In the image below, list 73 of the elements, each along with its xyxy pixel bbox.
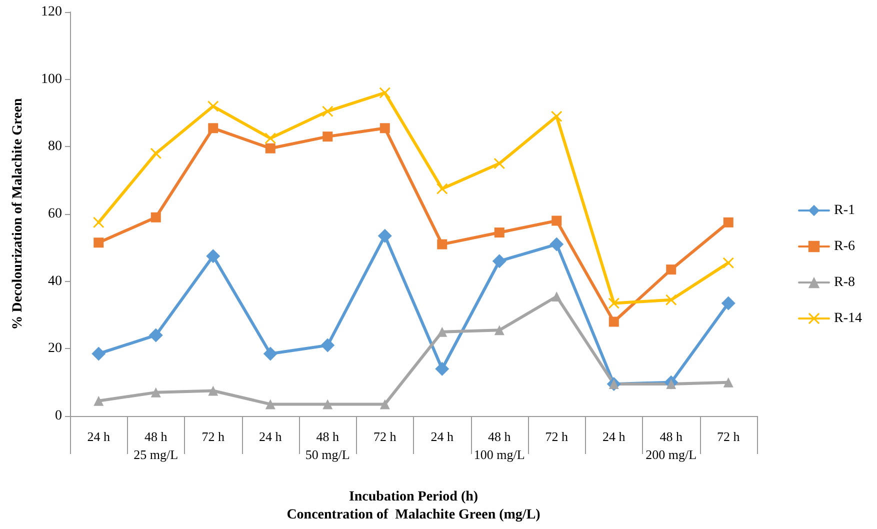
point bbox=[608, 298, 620, 309]
point bbox=[380, 399, 390, 410]
legend-label: R-14 bbox=[834, 311, 862, 326]
text: 100 mg/L bbox=[474, 447, 525, 462]
x-tick-label: 24 h bbox=[602, 429, 626, 444]
y-tick-label: 0 bbox=[55, 408, 62, 424]
point bbox=[378, 228, 392, 243]
x-tick-label: 72 h bbox=[374, 429, 397, 444]
y-tick-label: 60 bbox=[48, 206, 62, 222]
point bbox=[148, 328, 163, 342]
point bbox=[150, 212, 161, 222]
x-tick-label: 72 h bbox=[545, 429, 568, 444]
point bbox=[208, 123, 218, 134]
x-tick-label: 24 h bbox=[87, 429, 110, 444]
point bbox=[208, 100, 219, 112]
x-tick-label: 72 h bbox=[717, 429, 740, 444]
point bbox=[437, 326, 448, 337]
y-tick-label: 100 bbox=[41, 72, 62, 87]
point bbox=[265, 399, 276, 410]
point bbox=[206, 249, 220, 264]
point bbox=[492, 254, 506, 268]
x-tick-label: 48 h bbox=[316, 429, 340, 444]
y-tick-label: 20 bbox=[48, 341, 62, 356]
point bbox=[265, 143, 276, 154]
y-tick-label: 80 bbox=[48, 139, 62, 154]
point bbox=[322, 132, 333, 142]
x-tick-label: 24 h bbox=[259, 429, 282, 444]
x-tick-label: 24 h bbox=[430, 429, 454, 444]
point bbox=[723, 377, 734, 388]
point bbox=[380, 123, 390, 134]
point bbox=[551, 110, 562, 122]
point bbox=[322, 399, 333, 410]
legend-label: R-8 bbox=[834, 275, 855, 290]
x-tick-label: 48 h bbox=[144, 429, 168, 444]
point bbox=[94, 238, 104, 248]
point bbox=[666, 264, 676, 275]
point bbox=[208, 386, 218, 396]
point bbox=[550, 237, 564, 252]
y-tick-label: 40 bbox=[48, 274, 62, 289]
x-tick-label: 48 h bbox=[488, 429, 512, 444]
point bbox=[552, 291, 562, 302]
point bbox=[264, 132, 276, 144]
x-axis-title: Incubation Period (h) Concentration of Malachite Green (mg/L) bbox=[286, 490, 541, 522]
point bbox=[722, 257, 734, 268]
point bbox=[379, 87, 390, 98]
point bbox=[436, 183, 448, 194]
point bbox=[494, 228, 504, 238]
text: 200 mg/L bbox=[646, 447, 697, 462]
point bbox=[666, 294, 677, 306]
point bbox=[437, 239, 448, 250]
point bbox=[150, 387, 161, 398]
point bbox=[723, 217, 734, 228]
legend-label: R-6 bbox=[834, 239, 855, 254]
point bbox=[494, 158, 505, 169]
legend-label: R-1 bbox=[834, 203, 855, 218]
point bbox=[552, 216, 562, 226]
text: 25 mg/L bbox=[134, 447, 178, 462]
point bbox=[494, 325, 504, 336]
point bbox=[320, 338, 335, 352]
point bbox=[608, 316, 619, 327]
point bbox=[263, 346, 278, 361]
point bbox=[322, 106, 334, 117]
y-axis-title: % Decolourization of Malachite Green bbox=[10, 98, 26, 330]
point bbox=[94, 396, 104, 406]
point bbox=[721, 296, 736, 310]
point bbox=[92, 346, 106, 361]
x-tick-label: 72 h bbox=[202, 429, 225, 444]
y-tick-label: 120 bbox=[41, 4, 62, 20]
text: 50 mg/L bbox=[305, 447, 350, 462]
point bbox=[435, 362, 450, 376]
point bbox=[150, 148, 162, 159]
x-tick-label: 48 h bbox=[660, 429, 683, 444]
point bbox=[93, 216, 104, 228]
